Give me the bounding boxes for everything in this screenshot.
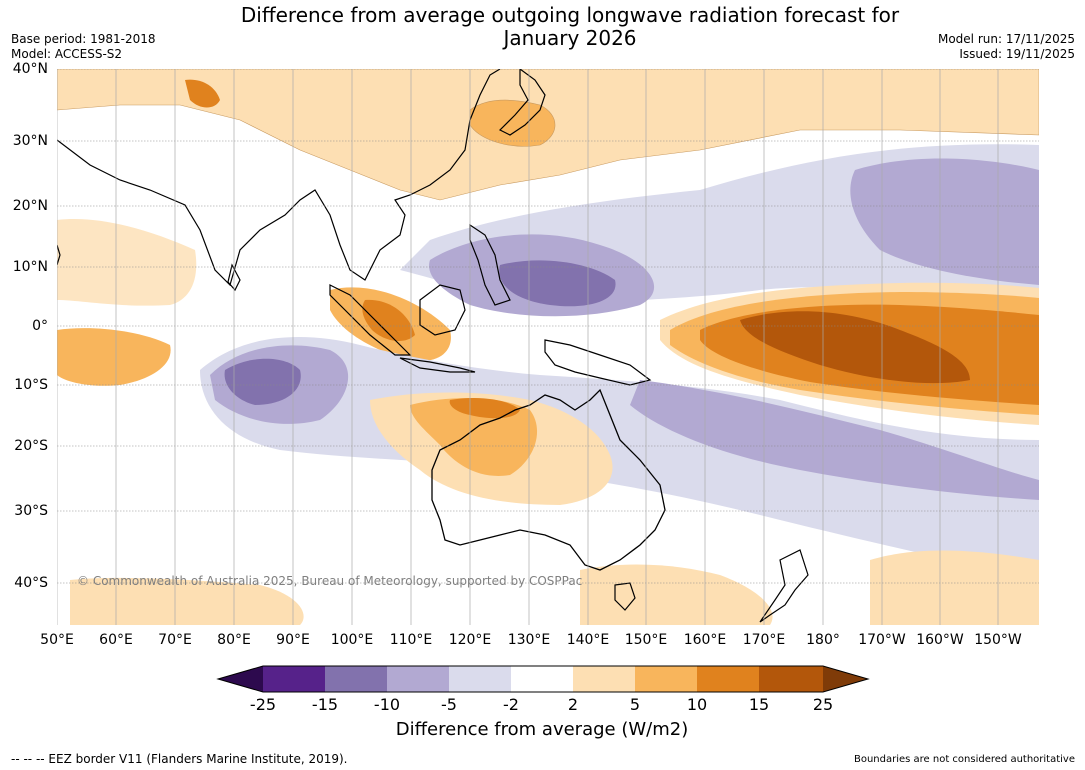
- colorbar-tick-label: -5: [441, 695, 457, 714]
- colorbar-swatch: [635, 666, 697, 692]
- lat-label: 20°N: [12, 198, 48, 214]
- anomaly-region-indian-west-outer: [57, 219, 197, 306]
- anomaly-region-north-strong: [469, 99, 556, 147]
- colorbar-tick-label: 25: [812, 695, 834, 714]
- anomaly-region-sw-pacific: [630, 380, 1039, 500]
- lon-label: 80°E: [217, 632, 251, 648]
- lon-label: 160°E: [683, 632, 727, 648]
- lon-label: 170°W: [858, 632, 906, 648]
- anomaly-region-himalaya: [185, 79, 220, 108]
- anomaly-region-philippines-strong: [499, 260, 616, 307]
- anomaly-region-eq-pacific-core: [740, 311, 970, 384]
- lon-label: 60°E: [99, 632, 133, 648]
- colorbar-tick-label: 2: [567, 695, 579, 714]
- colorbar: [216, 665, 870, 693]
- map-title: Difference from average outgoing longwav…: [0, 4, 1085, 50]
- colorbar-swatch: [759, 666, 823, 692]
- coastline-sumatra: [329, 284, 412, 356]
- lon-label: 140°E: [566, 632, 610, 648]
- lon-label: 180°: [806, 632, 840, 648]
- anomaly-region-indian-west: [57, 328, 171, 386]
- coastline-borneo: [419, 284, 466, 336]
- lon-label: 100°E: [330, 632, 374, 648]
- lat-label: 30°S: [14, 503, 48, 519]
- coastline-philippines: [469, 223, 511, 306]
- map-fields: [57, 69, 1039, 625]
- colorbar-outline: [216, 665, 870, 693]
- colorbar-tick-label: -25: [249, 695, 277, 714]
- title-line-1: Difference from average outgoing longwav…: [240, 3, 900, 27]
- coastline-japan: [498, 69, 546, 136]
- colorbar-swatch: [697, 666, 759, 692]
- issued-date: Issued: 19/11/2025: [959, 47, 1075, 61]
- lon-label: 150°W: [974, 632, 1022, 648]
- anomaly-region-n-australia-strong: [449, 398, 520, 419]
- model-name: Model: ACCESS-S2: [11, 47, 123, 61]
- lat-label: 0°: [32, 318, 48, 334]
- lat-label: 40°S: [14, 575, 48, 591]
- title-line-2: January 2026: [503, 26, 637, 50]
- boundary-disclaimer: Boundaries are not considered authoritat…: [853, 754, 1075, 765]
- colorbar-swatch: [511, 666, 573, 692]
- lon-label: 50°E: [40, 632, 74, 648]
- base-period: Base period: 1981-2018: [11, 32, 156, 46]
- lon-label: 120°E: [448, 632, 492, 648]
- lon-label: 130°E: [507, 632, 551, 648]
- coastline-asia: [57, 69, 501, 287]
- colorbar-tick-label: -15: [311, 695, 339, 714]
- colorbar-swatch: [387, 666, 449, 692]
- colorbar-tick-label: 5: [629, 695, 641, 714]
- lon-label: 110°E: [389, 632, 433, 648]
- colorbar-arrow-right: [823, 666, 868, 692]
- lat-label: 10°N: [12, 259, 48, 275]
- colorbar-tick-label: -2: [503, 695, 519, 714]
- coastline-africa-arabia: [57, 244, 61, 266]
- meta-right: Model run: 17/11/2025 Issued: 19/11/2025: [938, 32, 1075, 62]
- anomaly-region-maritime-strong: [362, 299, 415, 342]
- colorbar-swatch: [449, 666, 511, 692]
- coastline-india-sri-lanka: [227, 263, 241, 292]
- lat-label: 20°S: [14, 438, 48, 454]
- colorbar-tick-label: 10: [686, 695, 708, 714]
- colorbar-arrow-left: [218, 666, 263, 692]
- meridians: [57, 69, 999, 625]
- anomaly-region-s-indian-strong: [224, 358, 301, 405]
- coastline-new-zealand: [759, 549, 809, 623]
- lat-label: 30°N: [12, 133, 48, 149]
- copyright-notice: © Commonwealth of Australia 2025, Bureau…: [77, 574, 583, 588]
- eez-note: -- -- -- EEZ border V11 (Flanders Marine…: [11, 752, 348, 766]
- colorbar-swatch: [263, 666, 325, 692]
- colorbar-title: Difference from average (W/m2): [395, 719, 689, 740]
- meta-left: Base period: 1981-2018 Model: ACCESS-S2: [11, 32, 156, 62]
- lon-label: 160°W: [916, 632, 964, 648]
- anomaly-region-south-pacific: [870, 550, 1039, 625]
- lon-label: 150°E: [624, 632, 668, 648]
- lon-label: 70°E: [158, 632, 192, 648]
- colorbar-tick-label: -10: [373, 695, 401, 714]
- model-run: Model run: 17/11/2025: [937, 32, 1075, 46]
- anomaly-region-south-west: [70, 577, 304, 625]
- lon-label: 90°E: [276, 632, 310, 648]
- lat-label: 40°N: [12, 61, 48, 77]
- colorbar-tick-label: 15: [748, 695, 770, 714]
- colorbar-swatch: [325, 666, 387, 692]
- colorbar-swatch: [573, 666, 635, 692]
- lon-label: 170°E: [742, 632, 786, 648]
- coastline-tasmania: [614, 582, 636, 611]
- coastline-australia: [431, 388, 666, 571]
- coastline-java: [399, 357, 476, 373]
- anomaly-region-nw-pacific-mid: [850, 158, 1039, 285]
- anomaly-region-south-tasman: [580, 564, 773, 625]
- lat-label: 10°S: [14, 377, 48, 393]
